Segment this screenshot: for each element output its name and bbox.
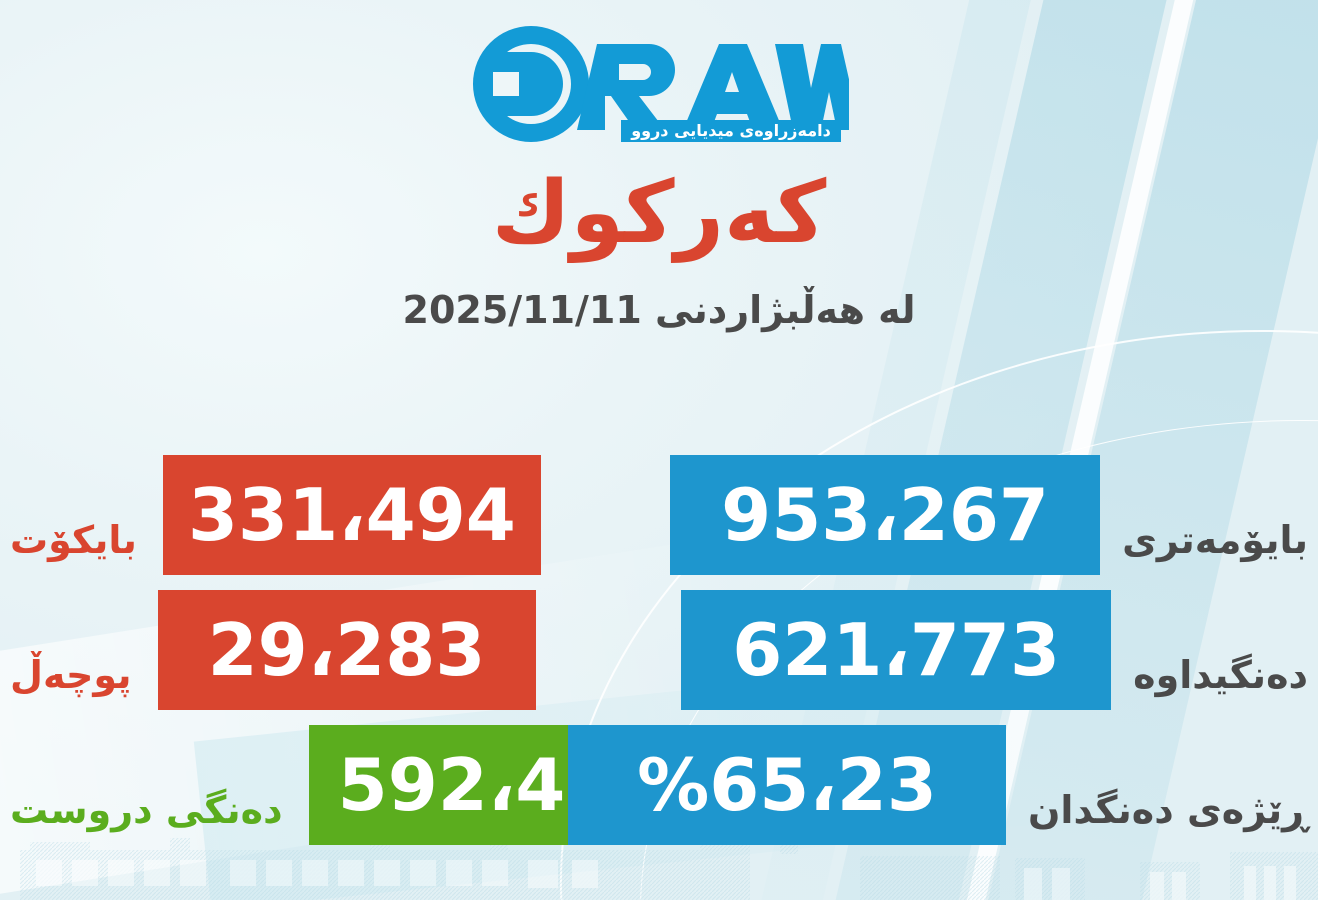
stat-label-valid-votes: دەنگی دروست — [10, 788, 283, 832]
stat-value-boycott: 331،494 — [187, 473, 517, 557]
stat-label-turnout: ڕێژەی دەنگدان — [1028, 788, 1308, 832]
stat-label-biometric: بایۆمەتری — [1122, 518, 1308, 562]
stat-row: 331،494 بایکۆت بایۆمەتری 953،267 — [0, 455, 1318, 575]
stat-pair-turnout: ڕێژەی دەنگدان %65،23 — [568, 725, 1318, 845]
stat-value-voted: 621،773 — [732, 608, 1061, 692]
brand-tagline: دامەزراوەی میدیایی دروو — [630, 121, 831, 140]
stat-bar-boycott: 331،494 — [162, 455, 541, 575]
page-subtitle: لە هەڵبژاردنی 2025/11/11 — [402, 288, 916, 332]
stat-pair-biometric: بایۆمەتری 953،267 — [670, 455, 1318, 575]
stat-row: 29،283 پوچەڵ دەنگیداوە 621،773 — [0, 590, 1318, 710]
stat-pair-voted: دەنگیداوە 621،773 — [681, 590, 1318, 710]
stat-bar-invalid: 29،283 — [157, 590, 536, 710]
page-title: كەركوك — [491, 163, 827, 263]
stat-bar-voted: 621،773 — [681, 590, 1112, 710]
raw-logo-icon: دامەزراوەی میدیایی دروو — [472, 25, 849, 142]
stat-value-invalid: 29،283 — [207, 608, 487, 692]
stat-label-voted: دەنگیداوە — [1133, 653, 1308, 697]
stat-label-invalid: پوچەڵ — [10, 653, 132, 697]
stat-value-biometric: 953،267 — [721, 473, 1050, 557]
stats-container: 331،494 بایکۆت بایۆمەتری 953،267 29،283 … — [0, 455, 1318, 845]
stat-pair-invalid: 29،283 پوچەڵ — [0, 590, 536, 710]
stat-row: 592،490 دەنگی دروست ڕێژەی دەنگدان %65،23 — [0, 725, 1318, 845]
stat-value-turnout: %65،23 — [637, 743, 938, 827]
stat-bar-turnout: %65،23 — [568, 725, 1006, 845]
stat-pair-boycott: 331،494 بایکۆت — [0, 455, 541, 575]
brand-logo: دامەزراوەی میدیایی دروو — [0, 22, 1318, 148]
stat-bar-biometric: 953،267 — [670, 455, 1101, 575]
stat-label-boycott: بایکۆت — [10, 518, 137, 562]
